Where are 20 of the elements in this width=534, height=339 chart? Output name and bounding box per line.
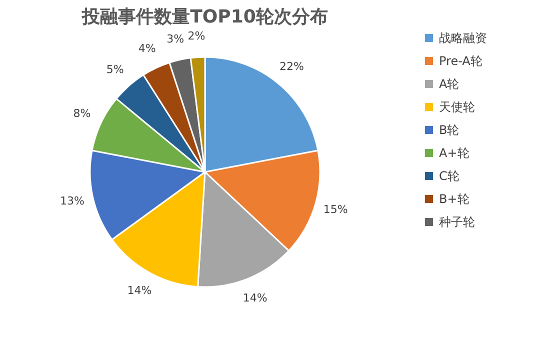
- chart-title: 投融事件数量TOP10轮次分布: [81, 6, 328, 28]
- legend-label: Pre-A轮: [439, 54, 482, 68]
- data-label: 14%: [242, 291, 268, 304]
- legend-label: A轮: [439, 77, 460, 91]
- data-label: 4%: [138, 42, 156, 55]
- legend-label: B+轮: [439, 192, 470, 206]
- legend-label: 种子轮: [439, 215, 475, 229]
- data-label: 15%: [323, 202, 348, 216]
- legend-label: B轮: [439, 123, 460, 137]
- legend-label: C轮: [439, 169, 460, 183]
- legend-label: 战略融资: [439, 31, 487, 45]
- legend-label: A+轮: [439, 146, 470, 160]
- data-label: 13%: [60, 194, 84, 208]
- data-label: 14%: [127, 284, 152, 298]
- data-label: 5%: [106, 62, 124, 76]
- data-label: 3%: [166, 32, 184, 46]
- data-label: 22%: [279, 60, 304, 74]
- data-label: 8%: [73, 107, 91, 120]
- legend-label: 天使轮: [439, 100, 475, 114]
- data-label: 2%: [188, 29, 206, 42]
